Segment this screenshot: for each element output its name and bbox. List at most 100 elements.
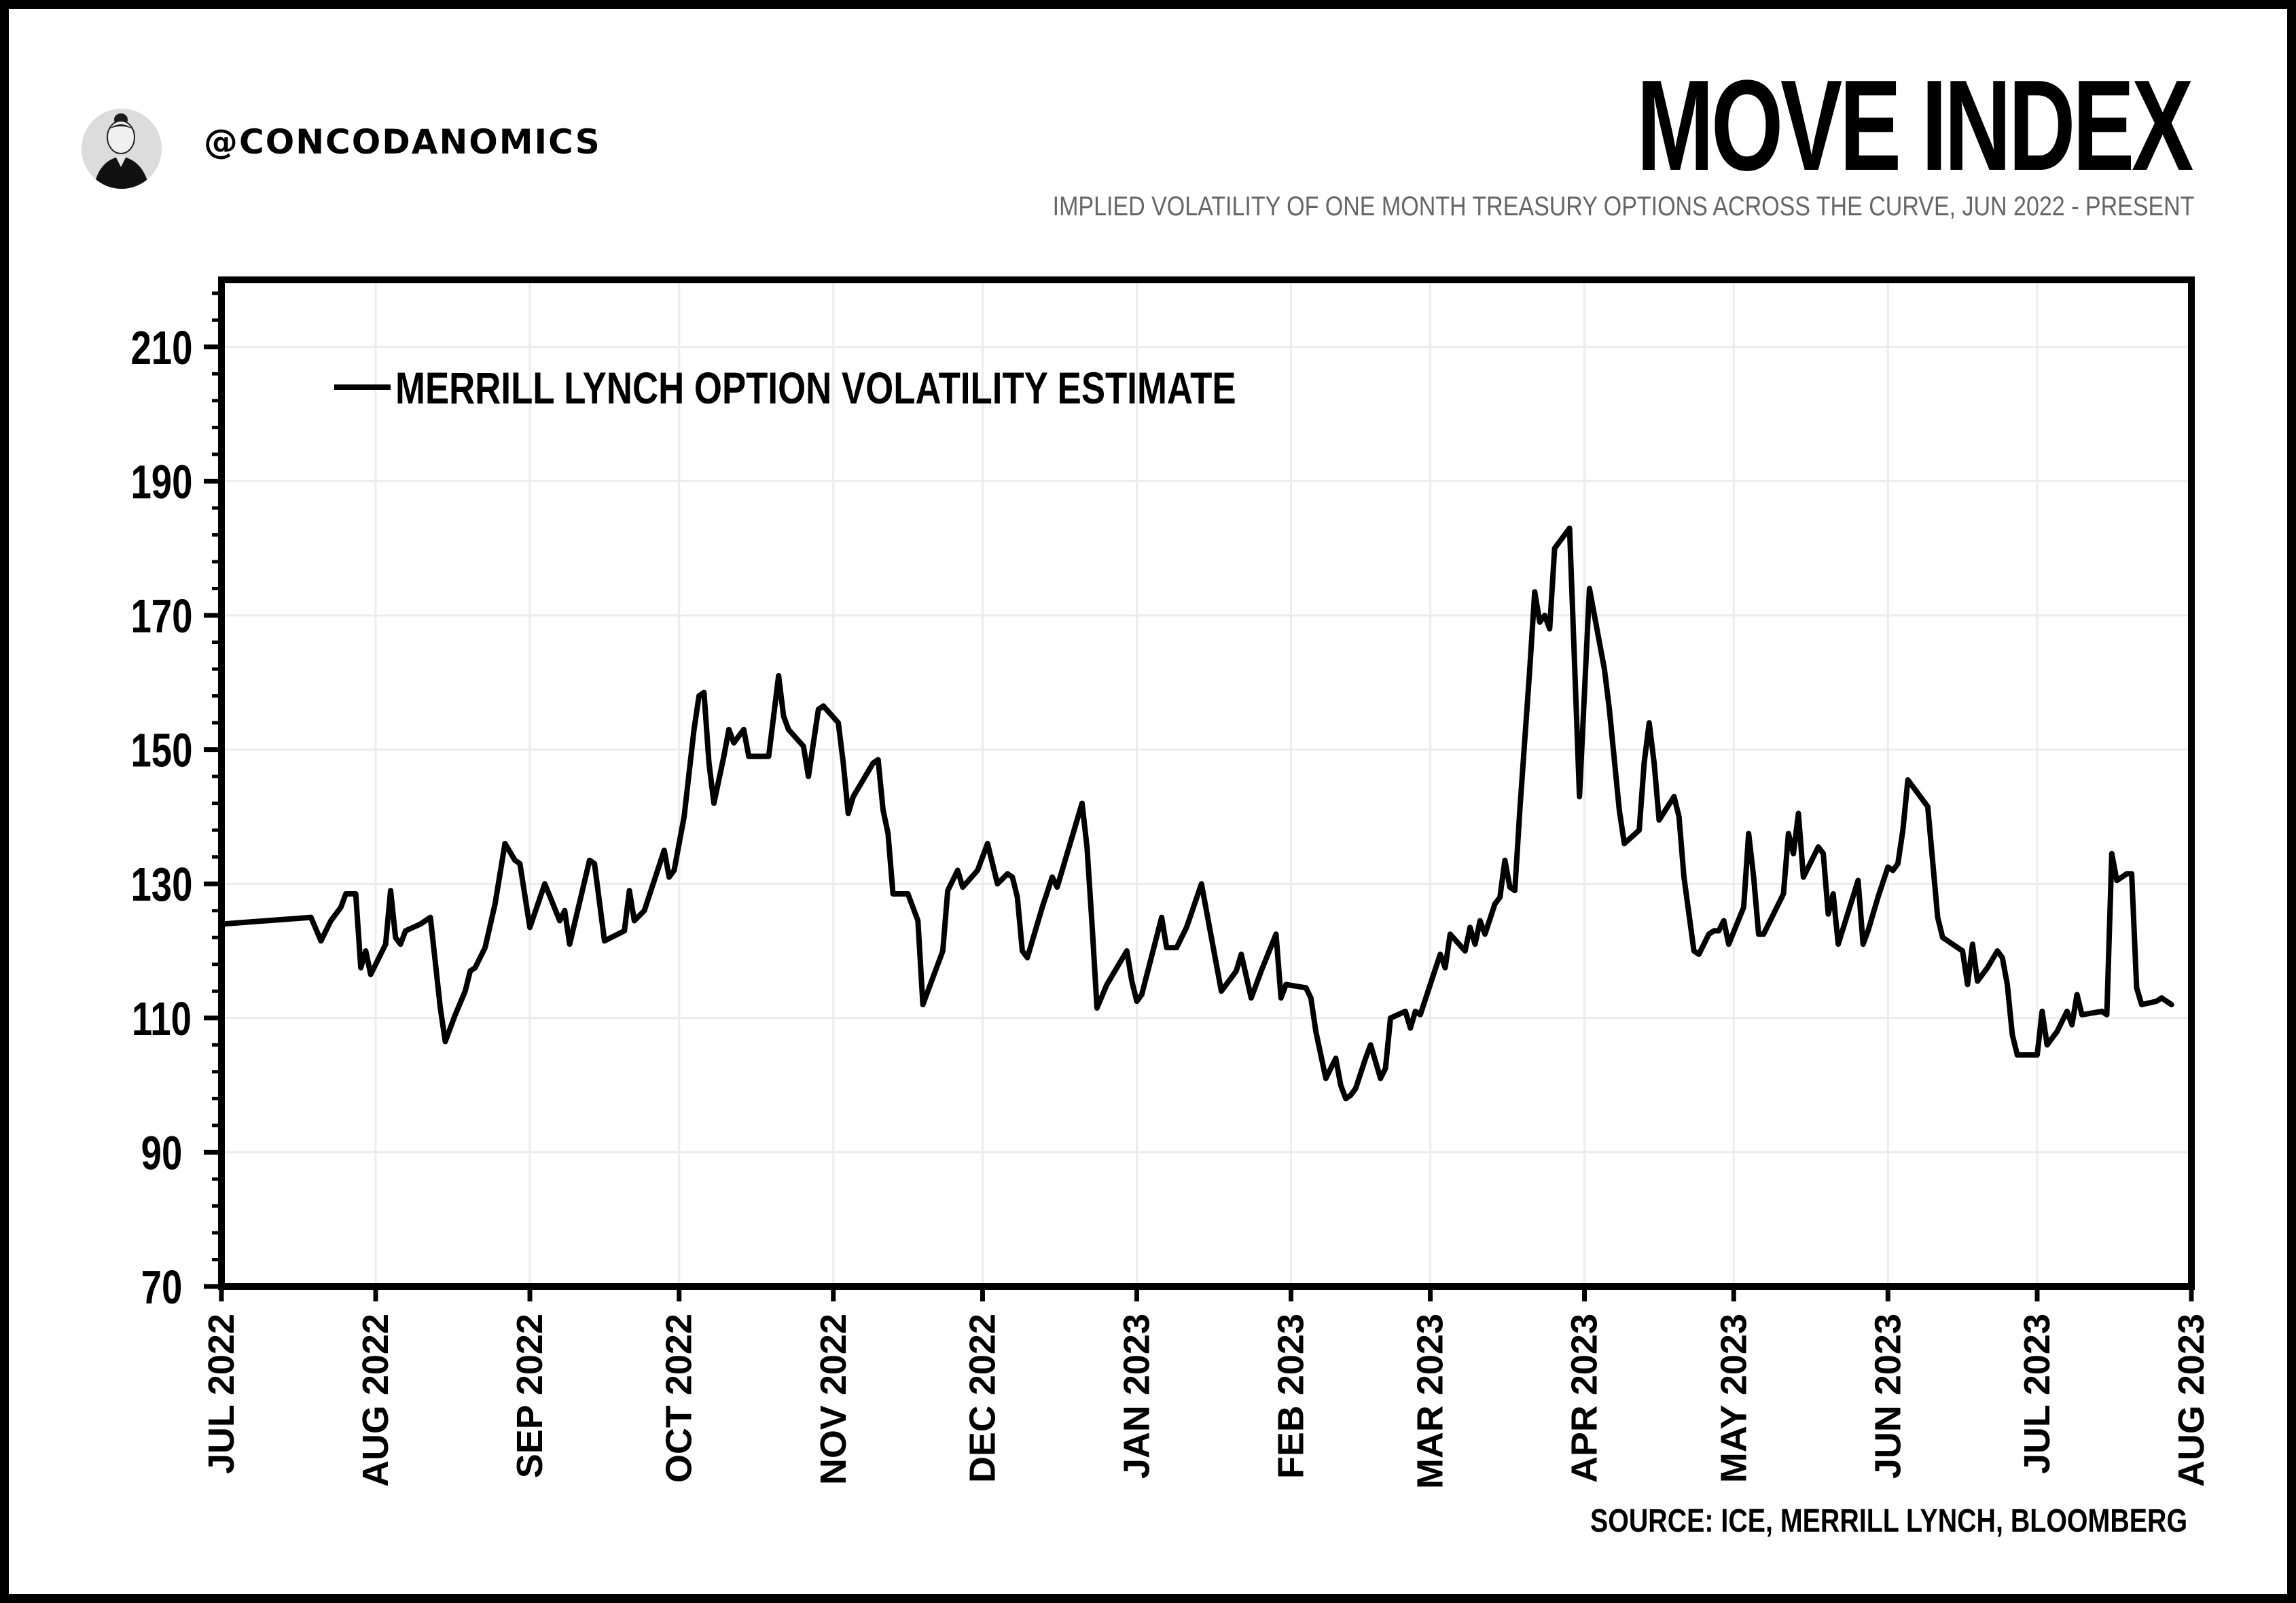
data-point: [986, 842, 989, 845]
data-point: [1463, 950, 1467, 952]
data-point: [1961, 950, 1965, 952]
data-point: [692, 728, 696, 731]
data-point: [1647, 721, 1651, 725]
y-tick-label: 190: [130, 456, 192, 509]
data-point: [1906, 778, 1909, 782]
data-point: [1996, 950, 1999, 952]
data-point: [1304, 986, 1308, 990]
data-point: [1717, 929, 1721, 933]
series-line-move-index: [219, 525, 2174, 1102]
data-point: [1369, 1043, 1372, 1047]
data-point: [1220, 990, 1223, 993]
data-point: [2115, 879, 2119, 882]
data-point: [469, 969, 472, 973]
data-point: [1499, 896, 1502, 899]
data-point: [1429, 983, 1432, 986]
data-point: [593, 862, 596, 865]
x-tick-label: APR 2023: [1564, 1314, 1605, 1483]
data-point: [698, 694, 700, 698]
plot-border: [218, 276, 2195, 1290]
data-point: [439, 1007, 442, 1009]
data-point: [906, 893, 910, 895]
data-point: [1727, 943, 1730, 946]
avatar: [82, 109, 162, 189]
data-point: [1856, 879, 1860, 882]
data-point: [1926, 805, 1929, 808]
data-point: [2125, 872, 2128, 876]
data-point: [722, 755, 725, 758]
data-point: [2045, 1043, 2049, 1047]
data-point: [1722, 919, 1725, 922]
data-point: [1140, 993, 1143, 996]
data-point: [1006, 872, 1009, 876]
data-point: [1941, 936, 1944, 939]
data-point: [2100, 1009, 2104, 1013]
data-point: [1707, 933, 1710, 936]
data-point: [837, 721, 840, 725]
data-point: [1175, 946, 1179, 950]
data-point: [713, 802, 715, 805]
y-tick-label: 130: [130, 859, 192, 912]
data-point: [2006, 983, 2009, 986]
x-axis: JUL 2022 AUG 2022 SEP 2022 OCT 2022 NOV 2022…: [201, 1286, 2212, 1489]
data-point: [309, 916, 312, 919]
data-point: [1041, 905, 1044, 909]
data-point: [1339, 1083, 1342, 1087]
data-point: [1259, 969, 1263, 973]
data-point: [1389, 1016, 1392, 1020]
data-point: [787, 728, 790, 731]
data-point: [399, 943, 402, 946]
data-point: [747, 755, 751, 758]
data-point: [429, 916, 432, 919]
data-point: [543, 882, 546, 886]
data-point: [742, 728, 745, 731]
data-point: [1448, 933, 1452, 936]
data-point: [1762, 933, 1765, 936]
data-point: [772, 715, 775, 718]
data-point: [1677, 815, 1681, 818]
profile-photo-icon: [82, 109, 162, 189]
legend-label: MERRILL LYNCH OPTION VOLATILITY ESTIMATE: [395, 363, 1236, 413]
data-point: [1837, 943, 1840, 946]
data-point: [1657, 818, 1661, 822]
data-point: [777, 674, 781, 677]
data-point: [528, 926, 531, 929]
data-point: [1588, 587, 1591, 590]
data-point: [514, 859, 517, 862]
data-point: [976, 869, 980, 872]
data-point: [1324, 1077, 1327, 1080]
data-point: [329, 919, 333, 922]
data-point: [2110, 852, 2113, 855]
data-point: [1071, 835, 1074, 838]
data-point: [702, 691, 706, 694]
x-tick-label: AUG 2023: [2171, 1314, 2212, 1487]
data-point: [1478, 919, 1482, 922]
data-point: [1792, 852, 1795, 855]
data-point: [473, 966, 477, 969]
data-point: [1130, 979, 1134, 983]
data-point: [2135, 986, 2138, 990]
data-point: [1080, 802, 1083, 805]
chart-subtitle: IMPLIED VOLATILITY OF ONE MONTH TREASURY…: [1052, 192, 2194, 221]
data-point: [1439, 952, 1442, 956]
data-point: [852, 795, 855, 798]
data-point: [1125, 950, 1128, 952]
data-point: [1683, 876, 1685, 879]
data-point: [1379, 1077, 1382, 1080]
data-point: [1503, 859, 1507, 862]
data-point: [846, 812, 850, 815]
data-point: [2160, 996, 2164, 1000]
data-point: [1986, 966, 1989, 969]
data-point: [1403, 1009, 1407, 1013]
y-tick-label: 110: [132, 992, 192, 1045]
data-point: [1528, 668, 1531, 670]
data-point: [1011, 876, 1014, 879]
data-point: [767, 755, 770, 758]
data-point: [364, 950, 367, 952]
data-point: [882, 808, 884, 812]
data-point: [1484, 933, 1487, 936]
data-point: [493, 902, 497, 905]
data-point: [1538, 620, 1541, 624]
data-point: [1692, 950, 1696, 952]
